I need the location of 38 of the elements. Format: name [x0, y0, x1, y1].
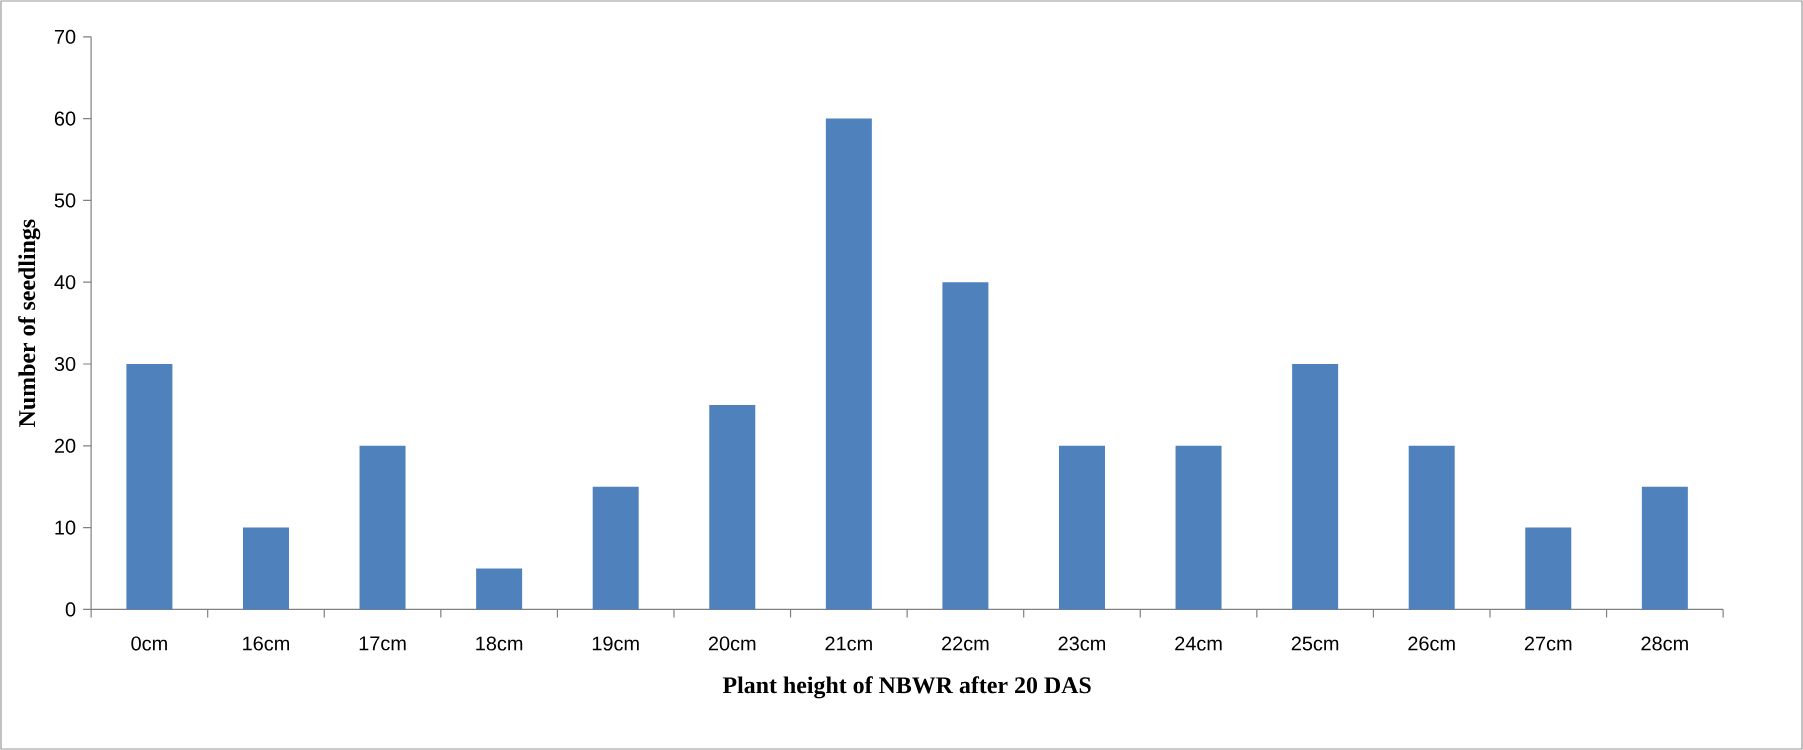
x-tick-label: 17cm: [359, 636, 406, 651]
x-axis-title: Plant height of NBWR after 20 DAS: [722, 676, 1091, 699]
bar: [476, 568, 523, 610]
x-tick-label: 19cm: [592, 636, 639, 651]
x-tick-label: 28cm: [1641, 636, 1688, 651]
y-tick-label: 30: [54, 356, 76, 372]
y-tick-label: 40: [54, 275, 76, 290]
y-tick-label: 20: [54, 438, 76, 453]
bar: [1525, 527, 1572, 610]
y-tick-label: 10: [55, 520, 76, 535]
bar: [709, 404, 756, 610]
y-tick-label: 0: [65, 602, 76, 617]
x-tick-label: 26cm: [1408, 636, 1455, 651]
y-tick-label: 60: [54, 111, 76, 126]
x-tick-label: 20cm: [708, 636, 756, 651]
bar: [1292, 364, 1339, 610]
bar: [359, 445, 406, 610]
y-axis-title: Number of seedlings: [18, 219, 41, 427]
x-tick-label: 23cm: [1058, 636, 1106, 651]
bar: [942, 282, 989, 610]
x-tick-label: 0cm: [131, 636, 167, 651]
bar: [1641, 486, 1688, 610]
bar: [242, 527, 289, 610]
x-tick-label: 22cm: [942, 636, 989, 651]
bar: [825, 118, 872, 610]
x-tick-label: 18cm: [476, 636, 523, 651]
x-tick-label: 16cm: [243, 636, 290, 651]
x-tick-label: 24cm: [1175, 636, 1222, 651]
bar: [592, 486, 639, 610]
y-tick-label: 70: [54, 29, 76, 44]
bar: [1058, 445, 1105, 610]
bar: [126, 364, 173, 610]
bar: [1175, 445, 1222, 610]
x-tick-label: 25cm: [1291, 636, 1339, 651]
x-tick-label: 21cm: [825, 636, 872, 651]
y-tick-label: 50: [54, 193, 76, 208]
bar: [1408, 445, 1455, 610]
x-tick-label: 27cm: [1524, 636, 1572, 651]
